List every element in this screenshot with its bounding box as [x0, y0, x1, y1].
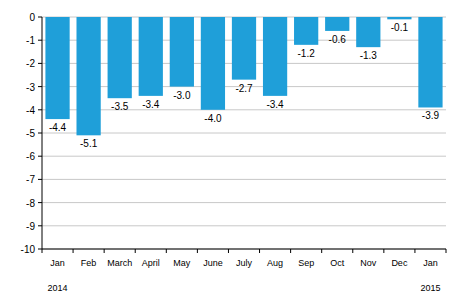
y-tick-label: -3 [26, 82, 35, 93]
x-axis [42, 249, 446, 250]
x-tick-label: July [236, 258, 253, 268]
y-tick-label: -7 [26, 174, 35, 185]
x-tick [321, 249, 322, 253]
grid-line [42, 133, 446, 134]
x-tick [42, 249, 43, 253]
grid-line [42, 156, 446, 157]
data-label: -4.4 [49, 122, 67, 133]
data-label: -2.7 [235, 83, 253, 94]
chart-svg: 0 -1 -2 -3 -4 -5 -6 -7 -8 -9 -10 -4.4 -5.1 -3.5 -3.4 -3… [0, 0, 454, 302]
x-tick [228, 249, 229, 253]
data-label: -3.5 [111, 101, 129, 112]
y-tick [38, 86, 42, 87]
x-tick [104, 249, 105, 253]
bar [418, 17, 442, 107]
x-tick-label: Nov [360, 258, 377, 268]
y-tick-label: -5 [26, 128, 35, 139]
data-label: -5.1 [80, 138, 98, 149]
data-label: -1.3 [360, 50, 378, 61]
y-tick [38, 249, 42, 250]
bar [45, 17, 69, 119]
x-tick [446, 249, 447, 253]
bar [108, 17, 132, 98]
bar [263, 17, 287, 96]
chart-container: 0 -1 -2 -3 -4 -5 -6 -7 -8 -9 -10 -4.4 -5.1 -3.5 -3.4 -3… [0, 0, 454, 302]
x-tick [166, 249, 167, 253]
grid-line [42, 225, 446, 226]
x-tick [197, 249, 198, 253]
x-tick-label: Jan [423, 258, 438, 268]
grid-line [42, 202, 446, 203]
y-tick [38, 202, 42, 203]
x-tick-label: Feb [81, 258, 97, 268]
data-label: -3.4 [142, 99, 160, 110]
y-axis [42, 17, 43, 249]
x-tick-label: Sep [298, 258, 314, 268]
bar [76, 17, 100, 135]
y-tick-label: -4 [26, 105, 35, 116]
x-tick-label: Dec [391, 258, 408, 268]
bar [387, 17, 411, 19]
y-tick [38, 133, 42, 134]
x-tick [73, 249, 74, 253]
grid-line [42, 249, 446, 250]
year-label: 2014 [48, 283, 68, 293]
y-tick [38, 179, 42, 180]
x-tick [352, 249, 353, 253]
y-tick [38, 156, 42, 157]
data-label: -3.9 [422, 110, 440, 121]
bar [139, 17, 163, 96]
data-label: -0.6 [329, 34, 347, 45]
y-tick [38, 109, 42, 110]
x-tick-label: March [107, 258, 132, 268]
bar [294, 17, 318, 45]
bar [232, 17, 256, 80]
x-tick-label: April [142, 258, 160, 268]
data-label: -0.1 [391, 22, 409, 33]
y-tick-label: -9 [26, 221, 35, 232]
y-tick-label: -10 [21, 244, 36, 255]
data-label: -1.2 [298, 48, 316, 59]
x-tick [259, 249, 260, 253]
data-label: -4.0 [204, 113, 222, 124]
data-label: -3.0 [173, 90, 191, 101]
y-tick-label: -6 [26, 151, 35, 162]
bar [356, 17, 380, 47]
x-tick-label: June [203, 258, 223, 268]
bar [201, 17, 225, 110]
x-tick-label: Aug [267, 258, 283, 268]
y-tick-label: 0 [29, 12, 35, 23]
y-tick-label: -1 [26, 35, 35, 46]
x-tick-label: Jan [50, 258, 65, 268]
x-tick [414, 249, 415, 253]
y-tick-label: -2 [26, 58, 35, 69]
grid-line [42, 179, 446, 180]
x-tick [290, 249, 291, 253]
y-tick [38, 40, 42, 41]
y-tick-label: -8 [26, 198, 35, 209]
bars [45, 17, 442, 135]
bar [170, 17, 194, 87]
x-tick-label: May [173, 258, 191, 268]
x-tick-label: Oct [330, 258, 345, 268]
y-tick [38, 63, 42, 64]
y-tick [38, 225, 42, 226]
y-tick [38, 17, 42, 18]
grid-line [42, 109, 446, 110]
data-label: -3.4 [266, 99, 284, 110]
bar [325, 17, 349, 31]
year-label: 2015 [420, 283, 440, 293]
x-tick [135, 249, 136, 253]
x-tick [383, 249, 384, 253]
